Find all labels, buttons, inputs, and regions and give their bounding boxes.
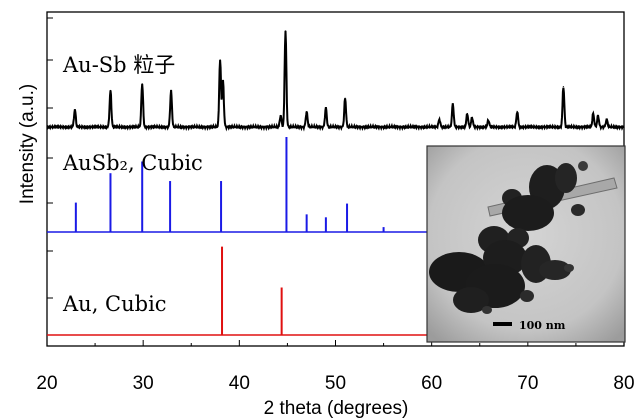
measured-peak: [325, 107, 327, 109]
x-tick-label: 50: [325, 373, 346, 394]
x-tick-label: 40: [229, 373, 250, 394]
measured-peak: [562, 86, 565, 88]
panel-measured: Au-Sb 粒子: [46, 30, 625, 132]
measured-peak: [471, 116, 473, 118]
measured-pattern-line: [46, 30, 625, 132]
measured-peak: [109, 89, 112, 92]
measured-peak: [466, 112, 468, 115]
measured-peak: [438, 118, 440, 120]
measured-peak: [344, 97, 346, 99]
tem-particles: [429, 161, 618, 314]
measured-peak: [597, 114, 599, 117]
plot-area: 20 30 40 50 60 70 80 2 theta (degrees) Intensity…: [17, 11, 635, 419]
scale-bar-label: 100 nm: [519, 319, 566, 332]
panel-label: Au-Sb 粒子: [62, 53, 175, 77]
tem-inset: 100 nm: [426, 145, 626, 343]
pattern-panels: Au-Sb 粒子 AuSb₂, Cubic Au, Cubic: [46, 30, 625, 336]
measured-peak: [284, 30, 287, 32]
measured-peak: [606, 118, 608, 120]
x-tick-label: 80: [613, 373, 634, 394]
panel-label: Au, Cubic: [62, 292, 167, 316]
measured-peak: [141, 83, 143, 85]
measured-peak: [452, 103, 454, 105]
x-tick-label: 30: [133, 373, 154, 394]
measured-peak: [170, 89, 172, 92]
measured-peak: [219, 59, 221, 61]
measured-peak: [306, 111, 308, 113]
y-axis-label: Intensity (a.u.): [17, 84, 38, 204]
panel-label: AuSb₂, Cubic: [62, 151, 203, 175]
scale-bar: [493, 322, 512, 326]
x-tick-label: 60: [421, 373, 442, 394]
measured-peak: [280, 114, 282, 117]
x-tick-label: 70: [517, 373, 538, 394]
measured-peak: [222, 80, 224, 82]
measured-peak: [516, 111, 518, 113]
x-axis-label: 2 theta (degrees): [264, 398, 409, 419]
measured-peak: [592, 112, 594, 115]
x-tick-label: 20: [36, 373, 57, 394]
measured-peak: [487, 119, 490, 121]
measured-peak: [74, 109, 76, 111]
panel-ausb2: AuSb₂, Cubic: [47, 136, 624, 233]
